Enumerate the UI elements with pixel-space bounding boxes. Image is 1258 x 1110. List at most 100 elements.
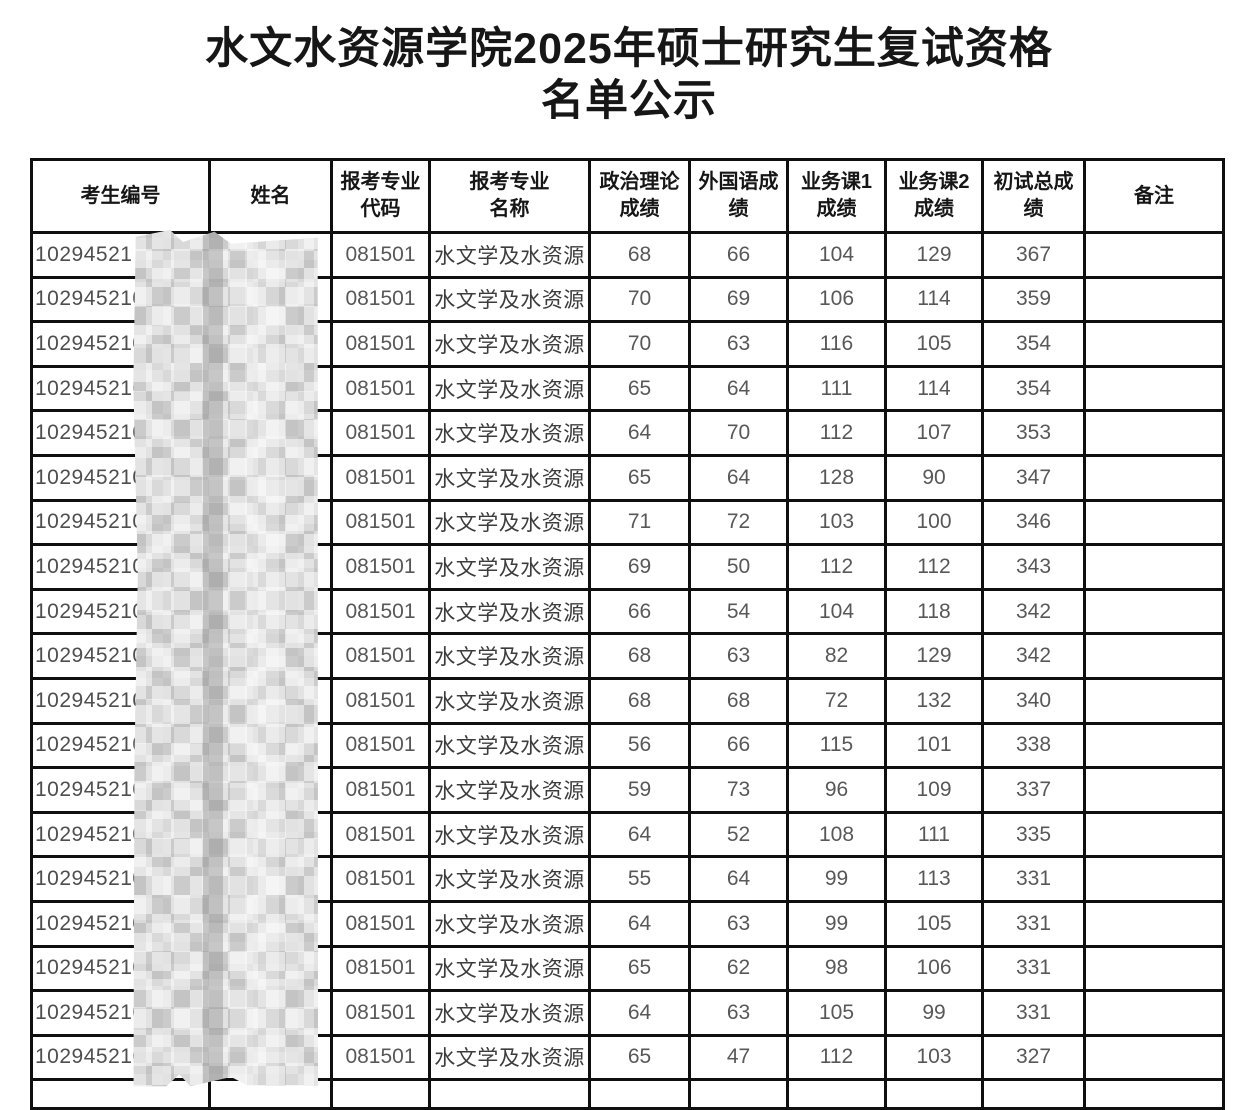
cell-foreign: 52 [688, 810, 789, 859]
cell-major-code: 081501 [330, 275, 431, 324]
cell-total: 340 [981, 676, 1086, 725]
cell-remark [1083, 275, 1225, 324]
cell-major-name: 水文学及水资源 [428, 498, 591, 547]
cell-major-name: 水文学及水资源 [428, 766, 591, 814]
cell-major-code: 081501 [330, 632, 431, 680]
cell-total: 327 [981, 1033, 1086, 1082]
table-header-row: 考生编号 姓名 报考专业 代码 报考专业 名称 政治理论 成绩 外国语成 绩 业… [30, 158, 1225, 234]
cell-major-name: 水文学及水资源 [428, 676, 591, 725]
cell-course1: 99 [786, 855, 887, 903]
cell-major-name: 水文学及水资源 [428, 587, 591, 636]
cell-major-code: 081501 [330, 453, 431, 502]
cell-remark [1083, 364, 1225, 413]
cell-foreign [688, 1078, 789, 1110]
column-header-politics: 政治理论 成绩 [588, 158, 691, 234]
cell-major-name: 水文学及水资源 [428, 632, 591, 680]
cell-course2: 112 [884, 543, 984, 591]
cell-major-code: 081501 [330, 944, 431, 993]
cell-remark [1083, 453, 1225, 502]
cell-remark [1083, 989, 1225, 1037]
cell-course1 [786, 1078, 887, 1110]
column-header-remark: 备注 [1083, 158, 1225, 234]
cell-course1: 112 [786, 1033, 887, 1082]
cell-major-code: 081501 [330, 989, 431, 1037]
column-header-major-code: 报考专业 代码 [330, 158, 431, 234]
cell-remark [1083, 810, 1225, 859]
cell-foreign: 47 [688, 1033, 789, 1082]
cell-course2: 113 [884, 855, 984, 903]
page-title-line2: 名单公示 [541, 76, 717, 125]
cell-course1: 128 [786, 453, 887, 502]
cell-total: 331 [981, 944, 1086, 993]
cell-major-name: 水文学及水资源 [428, 1033, 591, 1082]
cell-course2: 132 [884, 676, 984, 725]
cell-foreign: 66 [688, 231, 789, 279]
cell-foreign: 72 [688, 498, 789, 547]
cell-major-name: 水文学及水资源 [428, 275, 591, 324]
cell-total: 343 [981, 543, 1086, 591]
column-header-total: 初试总成 绩 [981, 158, 1086, 234]
cell-major-name: 水文学及水资源 [428, 231, 591, 279]
cell-politics: 70 [588, 275, 691, 324]
cell-major-code: 081501 [330, 810, 431, 859]
cell-remark [1083, 766, 1225, 814]
cell-remark [1083, 721, 1225, 770]
cell-major-code: 081501 [330, 543, 431, 591]
cell-politics: 64 [588, 409, 691, 457]
cell-foreign: 68 [688, 676, 789, 725]
cell-course2: 107 [884, 409, 984, 457]
cell-foreign: 50 [688, 543, 789, 591]
cell-foreign: 66 [688, 721, 789, 770]
cell-remark [1083, 632, 1225, 680]
cell-politics: 68 [588, 231, 691, 279]
cell-course1: 111 [786, 364, 887, 413]
cell-remark [1083, 855, 1225, 903]
cell-major-name: 水文学及水资源 [428, 364, 591, 413]
cell-course2: 109 [884, 766, 984, 814]
cell-politics [588, 1078, 691, 1110]
cell-total: 367 [981, 231, 1086, 279]
cell-course2: 129 [884, 231, 984, 279]
cell-total: 347 [981, 453, 1086, 502]
cell-total: 353 [981, 409, 1086, 457]
cell-course1: 99 [786, 899, 887, 948]
cell-total: 354 [981, 320, 1086, 368]
cell-foreign: 64 [688, 364, 789, 413]
column-header-major-name: 报考专业 名称 [428, 158, 591, 234]
column-header-course2: 业务课2 成绩 [884, 158, 984, 234]
cell-course2: 114 [884, 275, 984, 324]
cell-major-code: 081501 [330, 855, 431, 903]
cell-remark [1083, 409, 1225, 457]
cell-course1: 108 [786, 810, 887, 859]
cell-politics: 56 [588, 721, 691, 770]
cell-foreign: 73 [688, 766, 789, 814]
cell-foreign: 63 [688, 899, 789, 948]
cell-major-code: 081501 [330, 320, 431, 368]
cell-major-name: 水文学及水资源 [428, 543, 591, 591]
cell-major-name: 水文学及水资源 [428, 453, 591, 502]
cell-foreign: 63 [688, 632, 789, 680]
cell-course1: 115 [786, 721, 887, 770]
cell-major-code: 081501 [330, 1033, 431, 1082]
cell-total: 346 [981, 498, 1086, 547]
cell-course1: 112 [786, 409, 887, 457]
cell-major-code: 081501 [330, 676, 431, 725]
cell-course1: 82 [786, 632, 887, 680]
column-header-candidate-id: 考生编号 [30, 158, 211, 234]
cell-total: 342 [981, 587, 1086, 636]
cell-course2: 90 [884, 453, 984, 502]
cell-remark [1083, 1078, 1225, 1110]
cell-course1: 104 [786, 231, 887, 279]
cell-foreign: 69 [688, 275, 789, 324]
cell-course1: 105 [786, 989, 887, 1037]
cell-course2: 100 [884, 498, 984, 547]
cell-course1: 112 [786, 543, 887, 591]
cell-major-code: 081501 [330, 721, 431, 770]
cell-politics: 65 [588, 453, 691, 502]
cell-course2 [884, 1078, 984, 1110]
redaction-mosaic-overlay [133, 230, 318, 1087]
cell-foreign: 63 [688, 320, 789, 368]
cell-course2: 118 [884, 587, 984, 636]
column-header-course1: 业务课1 成绩 [786, 158, 887, 234]
cell-course1: 104 [786, 587, 887, 636]
